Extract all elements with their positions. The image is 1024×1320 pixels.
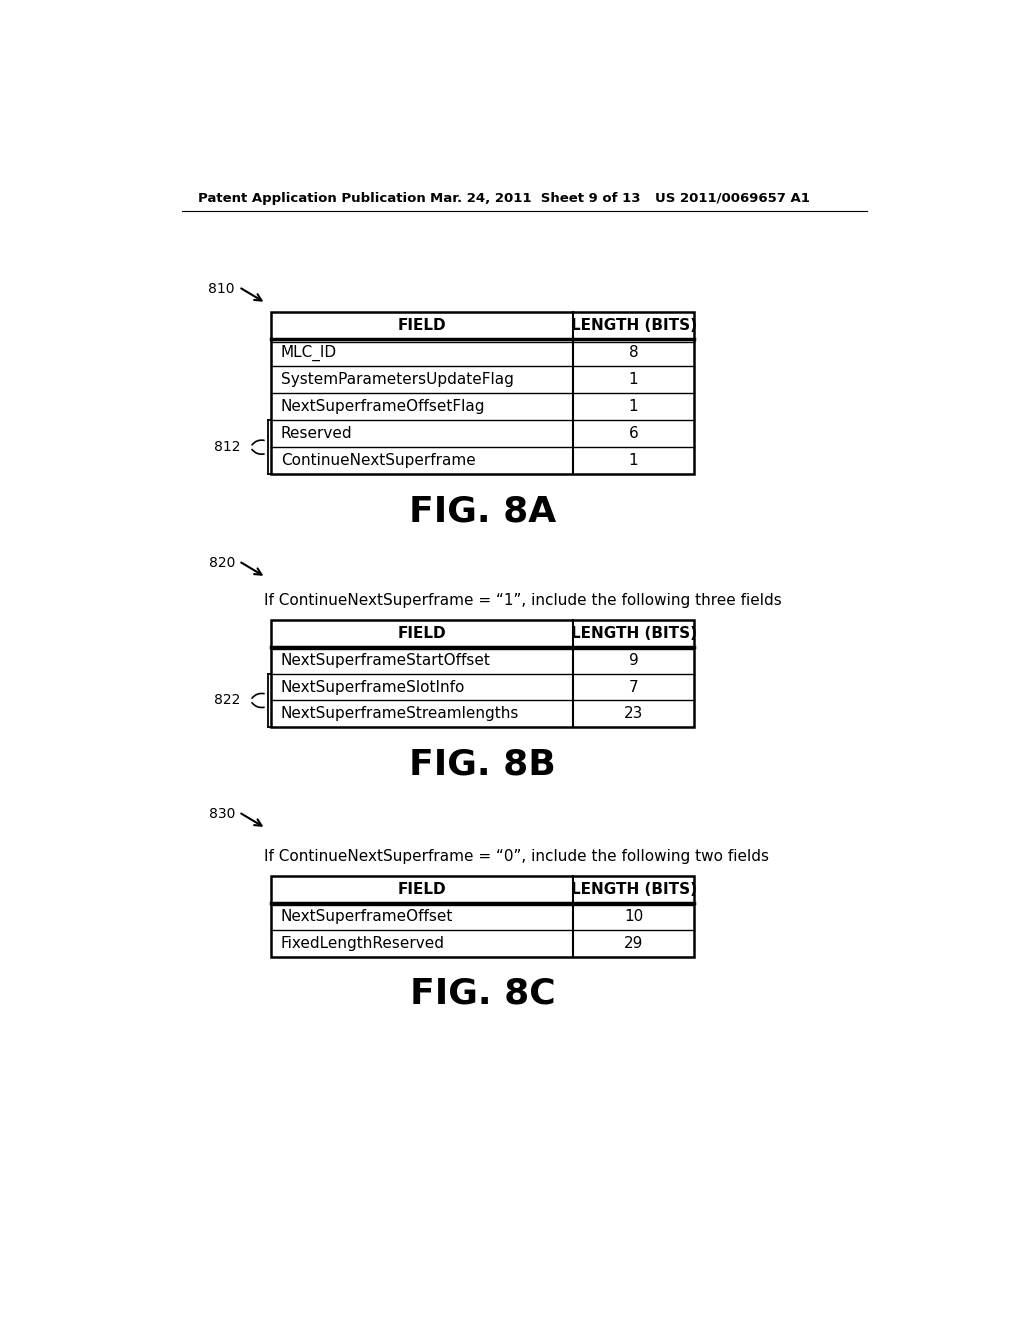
Text: 1: 1 xyxy=(629,453,638,469)
Text: 812: 812 xyxy=(214,440,241,454)
Text: MLC_ID: MLC_ID xyxy=(281,345,337,360)
Text: US 2011/0069657 A1: US 2011/0069657 A1 xyxy=(655,191,810,205)
Text: SystemParametersUpdateFlag: SystemParametersUpdateFlag xyxy=(281,372,514,387)
Text: FIG. 8A: FIG. 8A xyxy=(409,494,556,528)
Text: Reserved: Reserved xyxy=(281,426,352,441)
Text: NextSuperframeStartOffset: NextSuperframeStartOffset xyxy=(281,652,490,668)
Bar xyxy=(271,313,693,474)
Text: 6: 6 xyxy=(629,426,638,441)
Text: ContinueNextSuperframe: ContinueNextSuperframe xyxy=(281,453,475,469)
Bar xyxy=(271,876,693,957)
Text: NextSuperframeStreamlengths: NextSuperframeStreamlengths xyxy=(281,706,519,722)
Text: Patent Application Publication: Patent Application Publication xyxy=(198,191,426,205)
Text: 8: 8 xyxy=(629,346,638,360)
Text: LENGTH (BITS): LENGTH (BITS) xyxy=(570,318,696,334)
Bar xyxy=(271,619,693,727)
Text: 29: 29 xyxy=(624,936,643,950)
Text: 1: 1 xyxy=(629,399,638,414)
Text: 9: 9 xyxy=(629,652,638,668)
Text: FIG. 8B: FIG. 8B xyxy=(410,747,556,781)
Text: 810: 810 xyxy=(209,282,234,296)
Text: 822: 822 xyxy=(214,693,241,708)
Text: 820: 820 xyxy=(209,557,234,570)
Text: NextSuperframeOffsetFlag: NextSuperframeOffsetFlag xyxy=(281,399,485,414)
Text: NextSuperframeOffset: NextSuperframeOffset xyxy=(281,909,453,924)
Text: Mar. 24, 2011  Sheet 9 of 13: Mar. 24, 2011 Sheet 9 of 13 xyxy=(430,191,641,205)
Text: 7: 7 xyxy=(629,680,638,694)
Text: FixedLengthReserved: FixedLengthReserved xyxy=(281,936,444,950)
Text: 10: 10 xyxy=(624,909,643,924)
Text: LENGTH (BITS): LENGTH (BITS) xyxy=(570,626,696,640)
Text: NextSuperframeSlotInfo: NextSuperframeSlotInfo xyxy=(281,680,465,694)
Text: FIELD: FIELD xyxy=(398,318,446,334)
Text: FIELD: FIELD xyxy=(398,626,446,640)
Text: 1: 1 xyxy=(629,372,638,387)
Text: If ContinueNextSuperframe = “0”, include the following two fields: If ContinueNextSuperframe = “0”, include… xyxy=(263,849,769,865)
Text: 830: 830 xyxy=(209,808,234,821)
Text: FIG. 8C: FIG. 8C xyxy=(410,977,555,1011)
Text: LENGTH (BITS): LENGTH (BITS) xyxy=(570,882,696,898)
Text: 23: 23 xyxy=(624,706,643,722)
Text: If ContinueNextSuperframe = “1”, include the following three fields: If ContinueNextSuperframe = “1”, include… xyxy=(263,593,781,609)
Text: FIELD: FIELD xyxy=(398,882,446,898)
